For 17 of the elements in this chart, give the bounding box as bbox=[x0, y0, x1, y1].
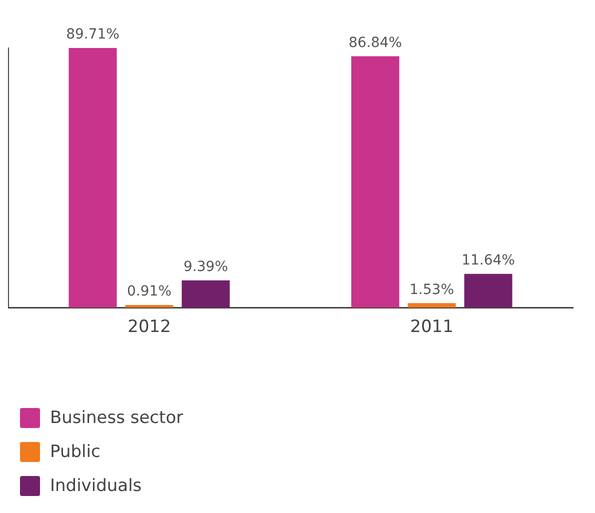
bar bbox=[464, 274, 512, 308]
x-tick-label: 2012 bbox=[128, 317, 171, 338]
bar bbox=[68, 48, 117, 308]
legend-label: Public bbox=[50, 442, 100, 462]
data-label: 11.64% bbox=[462, 252, 515, 269]
legend-label: Business sector bbox=[50, 408, 184, 428]
bar bbox=[408, 303, 456, 308]
data-label: 9.39% bbox=[184, 259, 228, 276]
bar bbox=[351, 56, 400, 308]
x-tick-label: 2011 bbox=[410, 317, 454, 338]
legend-label: Individuals bbox=[50, 476, 142, 496]
bar bbox=[182, 280, 230, 308]
bar bbox=[125, 304, 174, 308]
data-label: 86.84% bbox=[348, 34, 402, 51]
data-label: 1.53% bbox=[410, 282, 454, 298]
data-label: 0.91% bbox=[127, 284, 172, 300]
data-label: 89.71% bbox=[66, 26, 120, 43]
